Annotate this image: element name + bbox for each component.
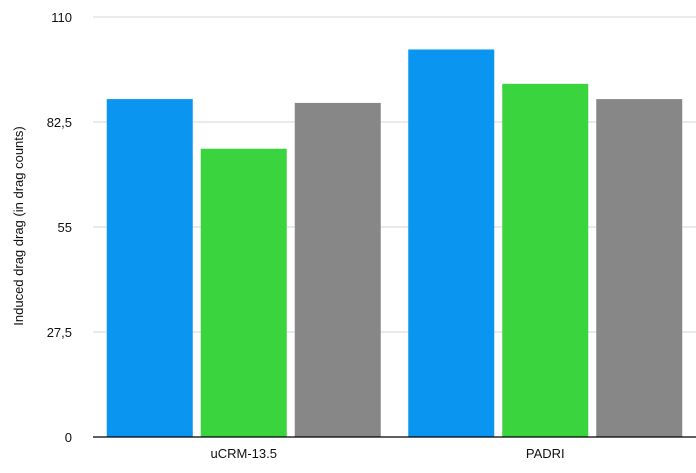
bar-padri-series-2 xyxy=(502,83,589,438)
y-tick-label: 55 xyxy=(58,220,72,235)
bar-ucrm-13-5-series-2 xyxy=(200,148,287,437)
y-tick-label: 110 xyxy=(51,10,72,25)
x-tick-label: uCRM-13.5 xyxy=(211,446,277,461)
bar-padri-series-1 xyxy=(408,49,495,438)
y-tick-label: 0 xyxy=(65,430,72,445)
y-tick-label: 82,5 xyxy=(47,115,72,130)
axis-labels: 0 27,5 55 82,5 110 uCRM-13.5 PADRI xyxy=(47,10,565,461)
x-tick-label: PADRI xyxy=(526,446,565,461)
y-axis-label: Induced drag drag (in drag counts) xyxy=(11,126,26,325)
bar-ucrm-13-5-series-3 xyxy=(294,102,381,437)
gridlines xyxy=(93,16,696,333)
bar-padri-series-3 xyxy=(596,99,683,437)
bar-ucrm-13-5-series-1 xyxy=(106,99,193,437)
bars xyxy=(106,49,683,438)
y-tick-label: 27,5 xyxy=(47,325,72,340)
